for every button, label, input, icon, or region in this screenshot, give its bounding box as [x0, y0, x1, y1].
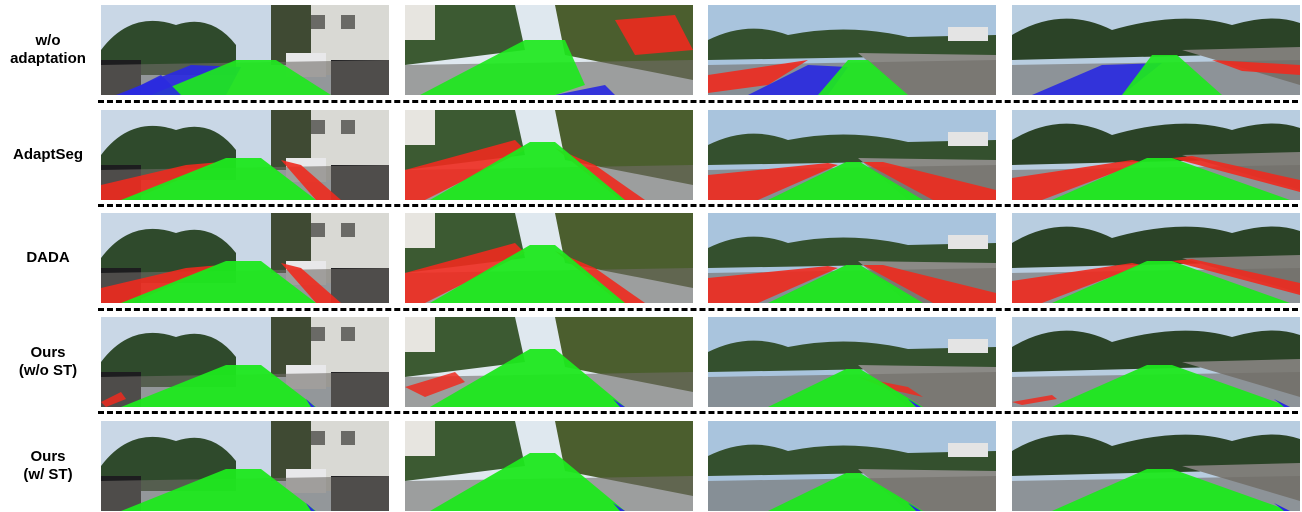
segmentation-result-image	[101, 421, 389, 511]
row-label-ours-wo-st: Ours (w/o ST)	[18, 344, 78, 379]
row-separator	[98, 204, 1298, 207]
segmentation-result-image	[708, 317, 996, 407]
segmentation-result-image	[405, 317, 693, 407]
segmentation-result-image	[708, 213, 996, 303]
segmentation-result-image	[101, 5, 389, 95]
segmentation-result-image	[405, 213, 693, 303]
segmentation-result-image	[1012, 110, 1300, 200]
segmentation-result-image	[1012, 317, 1300, 407]
row-label-ours-w-st: Ours (w/ ST)	[23, 448, 73, 483]
row-separator	[98, 411, 1298, 414]
row-label-adaptseg: AdaptSeg	[12, 146, 83, 163]
segmentation-result-image	[708, 421, 996, 511]
segmentation-result-image	[405, 5, 693, 95]
row-separator	[98, 100, 1298, 103]
segmentation-result-image	[1012, 421, 1300, 511]
segmentation-result-image	[1012, 213, 1300, 303]
segmentation-result-image	[101, 110, 389, 200]
segmentation-result-image	[1012, 5, 1300, 95]
row-separator	[98, 308, 1298, 311]
segmentation-result-image	[101, 317, 389, 407]
segmentation-result-image	[405, 421, 693, 511]
row-label-dada: DADA	[26, 249, 70, 266]
row-label-baseline: w/o adaptation	[10, 32, 86, 67]
segmentation-result-image	[101, 213, 389, 303]
segmentation-result-image	[405, 110, 693, 200]
segmentation-result-image	[708, 5, 996, 95]
segmentation-result-image	[708, 110, 996, 200]
